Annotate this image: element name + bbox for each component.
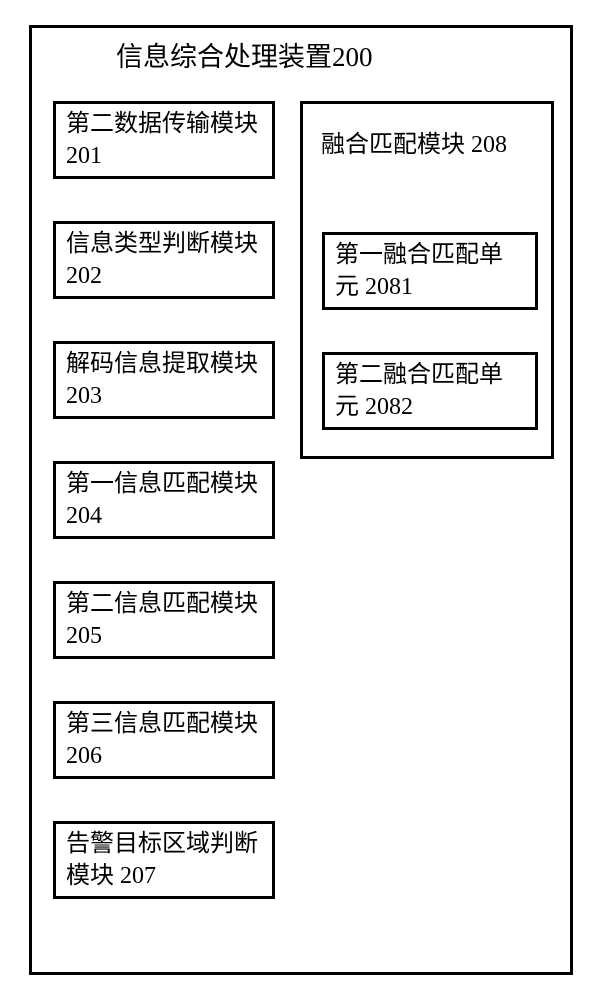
fusion-sub-box: 第二融合匹配单元 2082 — [322, 352, 538, 430]
module-box: 第一信息匹配模块 204 — [53, 461, 275, 539]
fusion-match-group-title: 融合匹配模块 208 — [321, 124, 507, 159]
module-box: 第三信息匹配模块 206 — [53, 701, 275, 779]
module-label: 第一信息匹配模块 204 — [66, 468, 262, 533]
module-label: 解码信息提取模块 203 — [66, 348, 262, 413]
module-label: 第三信息匹配模块 206 — [66, 708, 262, 773]
module-box: 信息类型判断模块 202 — [53, 221, 275, 299]
module-label: 告警目标区域判断模块 207 — [66, 828, 262, 893]
module-label: 信息类型判断模块 202 — [66, 228, 262, 293]
module-box: 解码信息提取模块 203 — [53, 341, 275, 419]
diagram-title: 信息综合处理装置200 — [116, 35, 373, 74]
module-box: 第二信息匹配模块 205 — [53, 581, 275, 659]
fusion-sub-box: 第一融合匹配单元 2081 — [322, 232, 538, 310]
module-box: 告警目标区域判断模块 207 — [53, 821, 275, 899]
fusion-sub-label: 第一融合匹配单元 2081 — [335, 239, 525, 304]
module-label: 第二信息匹配模块 205 — [66, 588, 262, 653]
module-box: 第二数据传输模块 201 — [53, 101, 275, 179]
fusion-sub-label: 第二融合匹配单元 2082 — [335, 359, 525, 424]
module-label: 第二数据传输模块 201 — [66, 108, 262, 173]
fusion-match-group: 融合匹配模块 208 第一融合匹配单元 2081 第二融合匹配单元 2082 — [300, 101, 554, 459]
